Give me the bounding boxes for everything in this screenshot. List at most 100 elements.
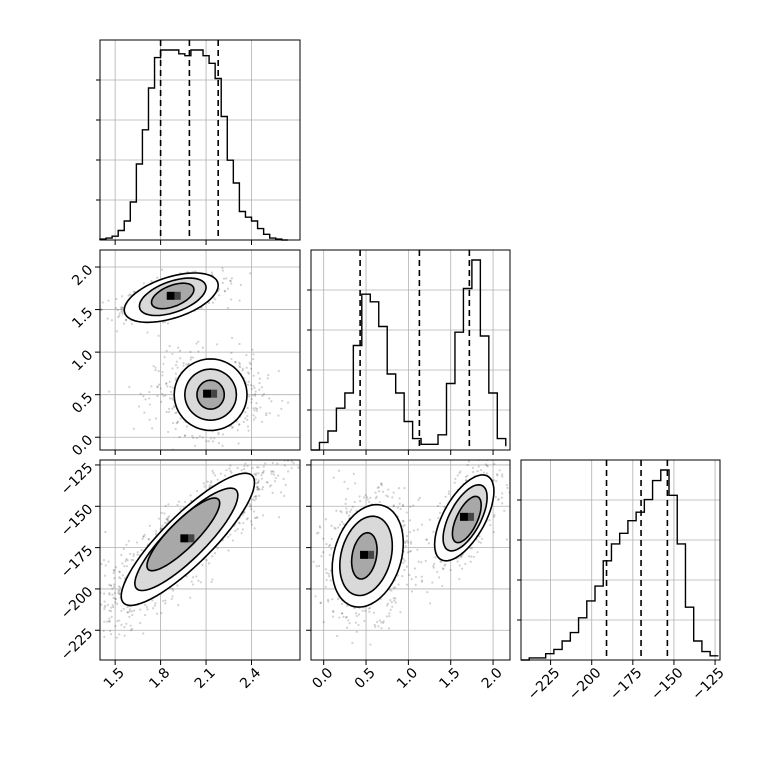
sample-point <box>250 387 253 391</box>
sample-point <box>405 583 409 586</box>
sample-point <box>361 609 364 612</box>
sample-point <box>412 529 416 532</box>
sample-point <box>271 446 273 448</box>
sample-point <box>337 469 341 472</box>
sample-point <box>172 589 175 592</box>
sample-point <box>110 615 113 618</box>
sample-point <box>121 574 124 577</box>
sample-point <box>401 504 405 508</box>
sample-point <box>328 543 332 547</box>
density-peak <box>467 512 474 521</box>
sample-point <box>91 605 93 607</box>
sample-point <box>176 503 179 507</box>
x-tick-label: 2.0 <box>479 665 506 692</box>
sample-point <box>131 613 134 617</box>
sample-point <box>117 591 120 594</box>
sample-point <box>234 360 237 364</box>
density-peak <box>188 534 195 543</box>
sample-point <box>416 528 419 531</box>
sample-point <box>249 505 252 508</box>
sample-point <box>120 553 123 557</box>
sample-point <box>229 464 232 467</box>
sample-point <box>253 409 256 412</box>
sample-point <box>494 495 497 499</box>
contour-line <box>350 531 378 580</box>
sample-point <box>516 504 518 506</box>
sample-point <box>238 423 241 426</box>
sample-point <box>253 472 256 476</box>
sample-point <box>177 500 180 503</box>
sample-point <box>290 467 293 470</box>
sample-point <box>207 562 211 565</box>
sample-point <box>150 385 153 388</box>
sample-point <box>191 434 194 437</box>
sample-point <box>402 561 405 564</box>
x-tick-label: 0.0 <box>309 665 336 692</box>
sample-point <box>112 605 115 609</box>
sample-point <box>108 620 111 623</box>
grid <box>311 250 510 450</box>
sample-point <box>154 366 157 369</box>
sample-point <box>246 414 249 418</box>
contour-line <box>338 515 394 597</box>
sample-point <box>406 541 410 544</box>
sample-point <box>255 495 258 498</box>
sample-point <box>254 516 257 520</box>
sample-point <box>256 516 259 519</box>
sample-point <box>167 410 171 414</box>
sample-point <box>182 361 185 365</box>
sample-point <box>107 299 110 302</box>
sample-point <box>217 433 220 436</box>
contour-line <box>123 272 220 324</box>
sample-point <box>244 462 247 465</box>
hist-bar <box>430 444 438 450</box>
sample-point <box>250 508 253 511</box>
sample-point <box>121 311 124 314</box>
x-tick-label: −150 <box>648 665 687 704</box>
hist-bar <box>167 50 173 240</box>
sample-point <box>222 277 226 280</box>
sample-point <box>485 464 489 467</box>
sample-point <box>429 602 432 605</box>
density-peak <box>174 291 181 300</box>
sample-point <box>261 486 265 489</box>
sample-point <box>157 334 160 337</box>
sample-point <box>362 496 366 499</box>
sample-point <box>420 575 423 578</box>
sample-point <box>111 603 114 607</box>
hist-bar <box>197 50 203 240</box>
hist-bar <box>396 393 404 450</box>
sample-point <box>366 498 369 501</box>
sample-point <box>302 452 304 454</box>
sample-point <box>142 535 145 538</box>
sample-point <box>236 429 239 432</box>
sample-point <box>130 610 134 613</box>
sample-point <box>106 620 109 623</box>
sample-point <box>120 623 123 626</box>
sample-point <box>192 436 195 439</box>
sample-point <box>258 377 261 380</box>
sample-point <box>102 592 106 595</box>
sample-point <box>380 484 383 487</box>
sample-point <box>120 307 123 310</box>
sample-point <box>262 471 265 474</box>
sample-point <box>168 515 171 518</box>
sample-point <box>139 608 142 611</box>
sample-point <box>112 596 115 600</box>
hist-step-p1 <box>311 259 507 451</box>
sample-point <box>195 437 199 440</box>
sample-point <box>254 478 258 481</box>
y-tick-label: −225 <box>58 625 97 664</box>
sample-point <box>380 482 383 485</box>
sample-point <box>357 613 361 616</box>
hist-bar <box>497 439 505 450</box>
sample-point <box>162 362 165 365</box>
sample-point <box>273 480 277 483</box>
sample-point <box>207 440 210 443</box>
sample-point <box>359 499 362 503</box>
sample-point <box>156 612 159 615</box>
sample-point <box>484 463 488 466</box>
sample-point <box>127 294 130 297</box>
sample-point <box>169 390 173 393</box>
sample-point <box>103 600 106 603</box>
